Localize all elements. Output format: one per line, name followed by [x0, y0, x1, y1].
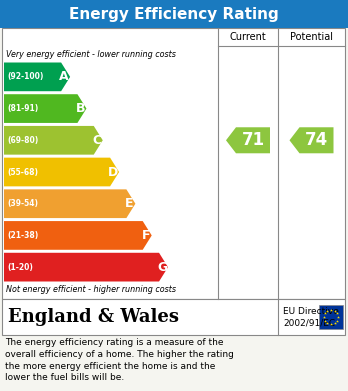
- Text: EU Directive: EU Directive: [283, 307, 339, 316]
- Text: Energy Efficiency Rating: Energy Efficiency Rating: [69, 7, 279, 22]
- Text: (21-38): (21-38): [7, 231, 38, 240]
- Text: (39-54): (39-54): [7, 199, 38, 208]
- Bar: [2, 28, 345, 299]
- Polygon shape: [4, 158, 119, 187]
- Text: F: F: [142, 229, 150, 242]
- Text: (55-68): (55-68): [7, 167, 38, 176]
- Bar: [2, 299, 345, 335]
- Text: G: G: [157, 261, 167, 274]
- Polygon shape: [4, 221, 152, 250]
- Text: (1-20): (1-20): [7, 263, 33, 272]
- Text: 2002/91/EC: 2002/91/EC: [283, 319, 335, 328]
- Text: 71: 71: [242, 131, 264, 149]
- Text: Very energy efficient - lower running costs: Very energy efficient - lower running co…: [6, 50, 176, 59]
- Text: (92-100): (92-100): [7, 72, 44, 81]
- Polygon shape: [4, 63, 70, 91]
- Text: Current: Current: [230, 32, 266, 42]
- Polygon shape: [290, 127, 333, 153]
- Polygon shape: [4, 189, 135, 218]
- Bar: [0, 0, 348, 28]
- Text: The energy efficiency rating is a measure of the
overall efficiency of a home. T: The energy efficiency rating is a measur…: [5, 338, 234, 382]
- Text: D: D: [108, 165, 118, 179]
- Bar: [319, 305, 343, 329]
- Polygon shape: [4, 94, 86, 123]
- Polygon shape: [4, 253, 168, 282]
- Polygon shape: [4, 126, 103, 155]
- Text: A: A: [59, 70, 69, 83]
- Text: Not energy efficient - higher running costs: Not energy efficient - higher running co…: [6, 285, 176, 294]
- Polygon shape: [226, 127, 270, 153]
- Text: B: B: [76, 102, 85, 115]
- Text: Potential: Potential: [290, 32, 333, 42]
- Text: England & Wales: England & Wales: [8, 308, 179, 326]
- Text: (69-80): (69-80): [7, 136, 38, 145]
- Text: E: E: [125, 197, 134, 210]
- Text: (81-91): (81-91): [7, 104, 38, 113]
- Text: 74: 74: [305, 131, 328, 149]
- Text: C: C: [92, 134, 101, 147]
